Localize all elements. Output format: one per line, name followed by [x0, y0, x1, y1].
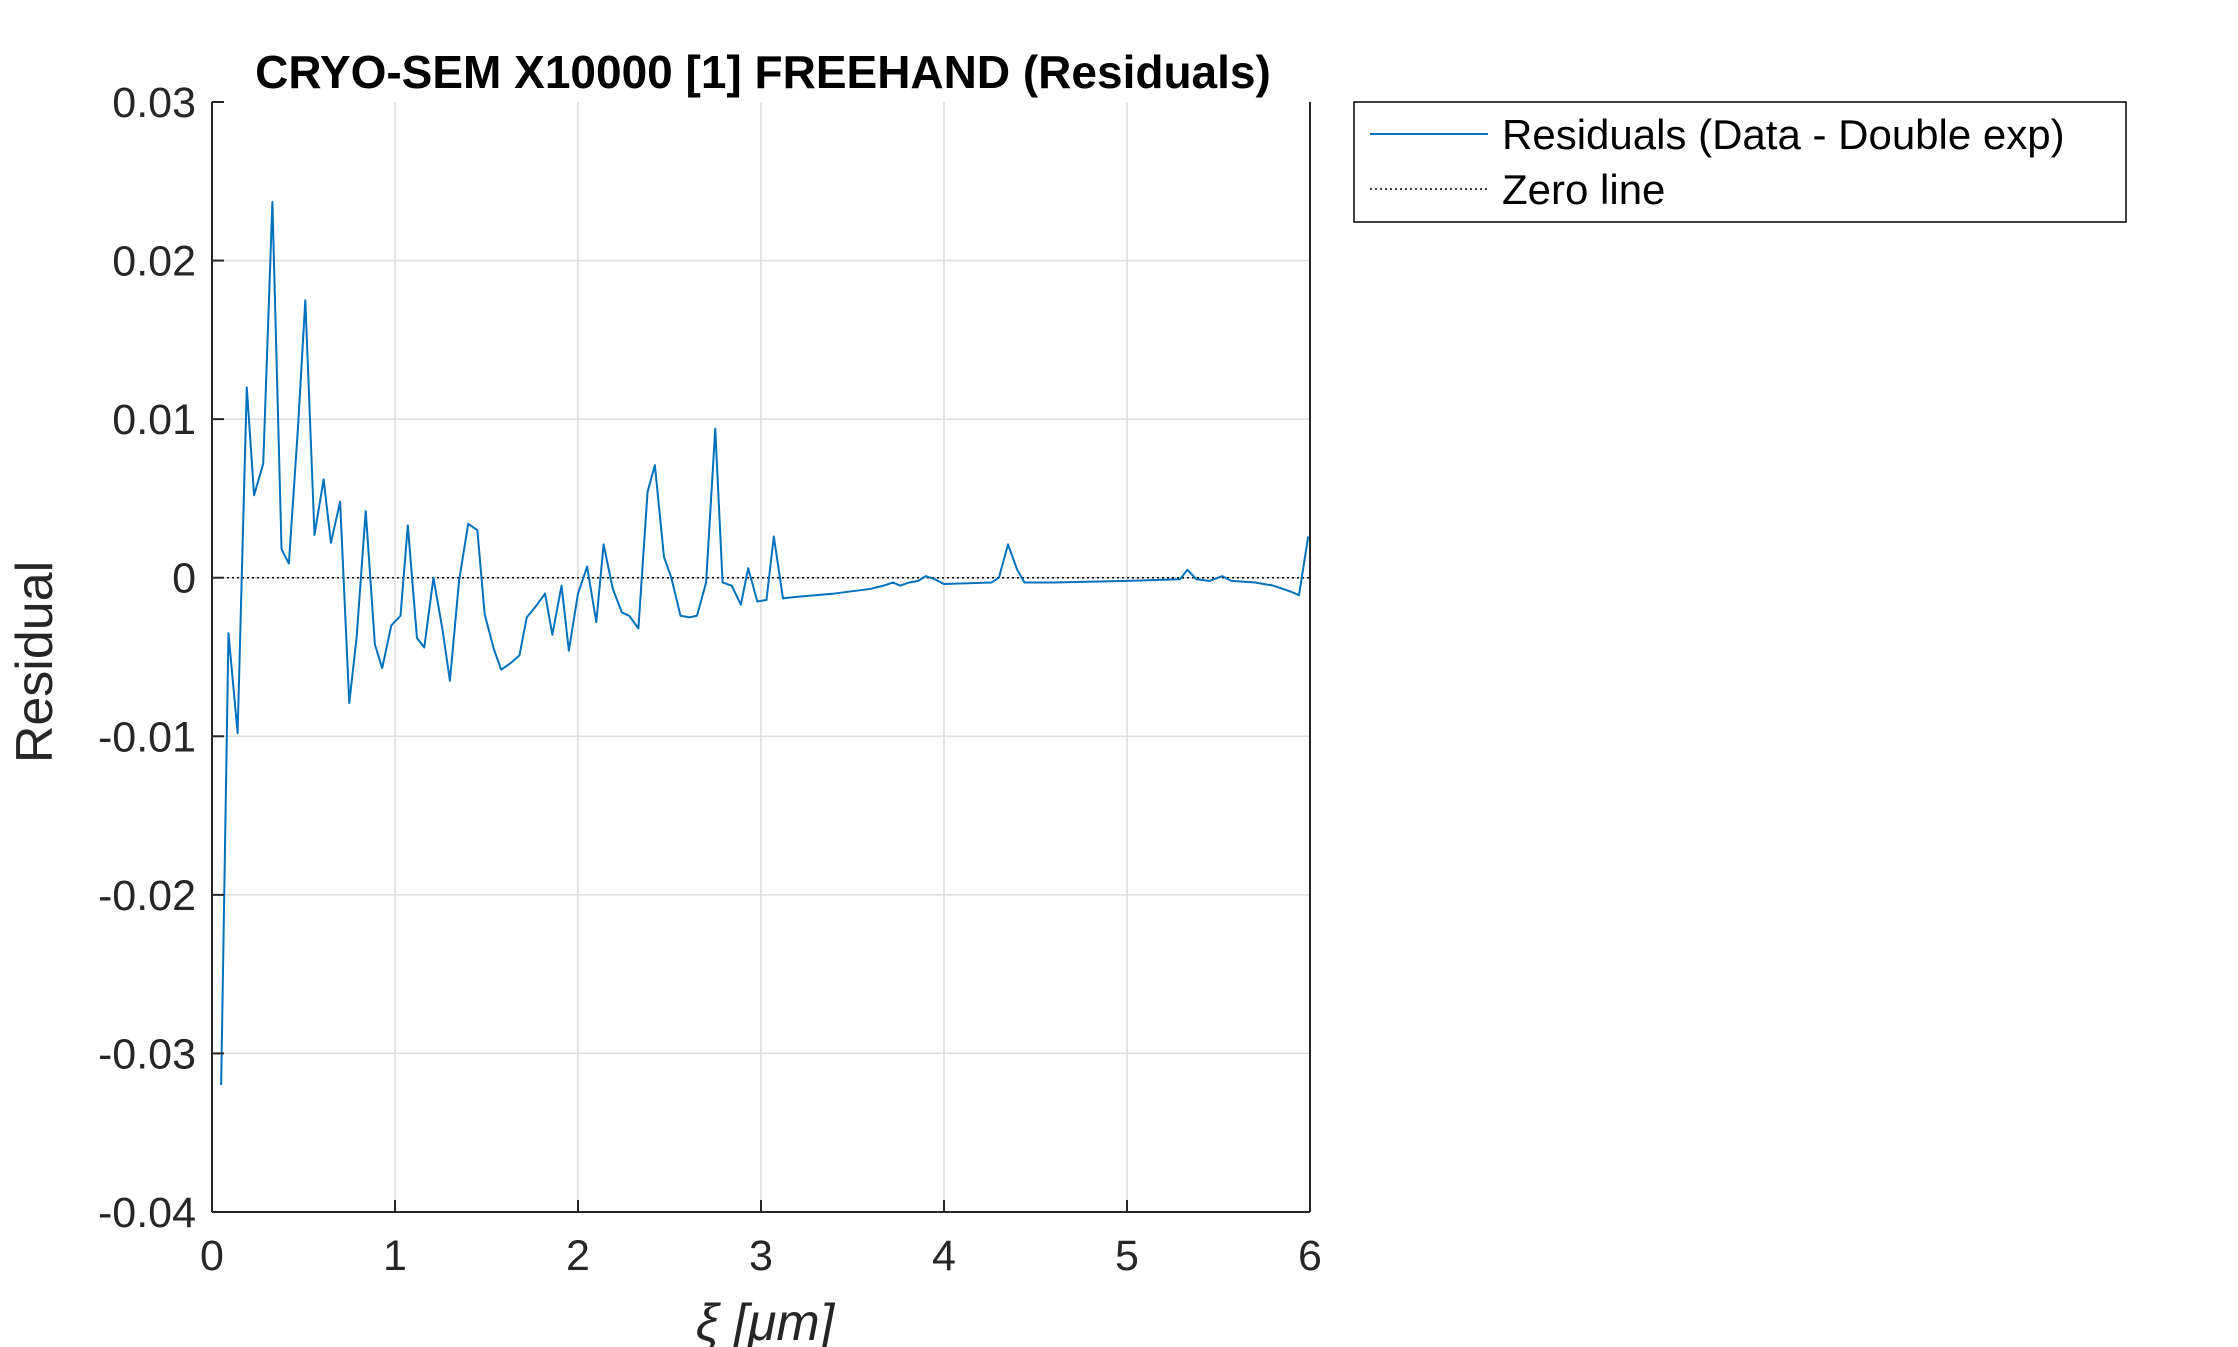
x-tick-label: 0 [200, 1232, 224, 1280]
y-tick-label: -0.01 [98, 713, 196, 761]
legend: Residuals (Data - Double exp) Zero line [1353, 101, 2127, 223]
x-tick-label: 6 [1298, 1232, 1322, 1280]
y-tick-label: -0.02 [98, 872, 196, 920]
x-tick-label: 2 [566, 1232, 590, 1280]
grid-lines [212, 102, 1310, 1212]
y-tick-label: 0 [172, 555, 196, 603]
y-tick-label: 0.02 [112, 238, 196, 286]
y-tick-label: -0.03 [98, 1030, 196, 1078]
x-tick-label: 1 [383, 1232, 407, 1280]
tick-labels: 0 1 2 3 4 5 6 -0.04 -0.03 -0.02 -0.01 0 0.01 0.02 0.03 [98, 79, 1322, 1280]
x-axis-label: ξ [μm] [696, 1294, 836, 1347]
series-line-residuals [220, 200, 1310, 1086]
y-tick-label: -0.04 [98, 1189, 196, 1237]
chart-title: CRYO-SEM X10000 [1] FREEHAND (Residuals) [255, 46, 1271, 98]
legend-label-zero-line: Zero line [1502, 166, 1665, 213]
x-tick-label: 5 [1115, 1232, 1139, 1280]
y-axis-label: Residual [6, 561, 64, 763]
x-tick-label: 3 [749, 1232, 773, 1280]
y-tick-label: 0.03 [112, 79, 196, 127]
legend-box [1353, 101, 2127, 223]
y-tick-label: 0.01 [112, 396, 196, 444]
x-tick-label: 4 [932, 1232, 956, 1280]
legend-label-residuals: Residuals (Data - Double exp) [1502, 111, 2065, 158]
series-layer [220, 200, 1310, 1086]
